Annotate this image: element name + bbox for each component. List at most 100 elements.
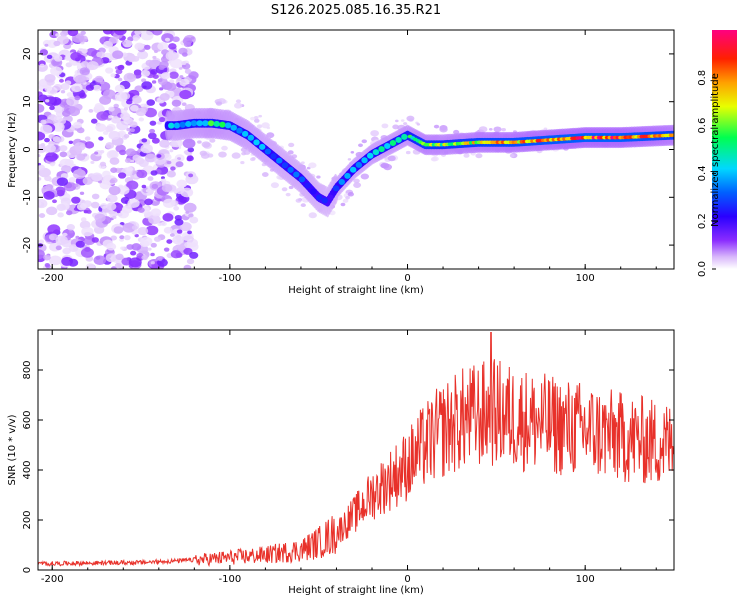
noise-blob (146, 99, 156, 106)
noise-blob (186, 238, 198, 248)
noise-blob (172, 36, 180, 43)
noise-blob (150, 242, 157, 248)
noise-blob (81, 48, 88, 54)
noise-blob (221, 145, 228, 151)
noise-blob (162, 198, 176, 209)
noise-blob (144, 153, 157, 163)
noise-blob (150, 170, 158, 176)
noise-blob (157, 77, 168, 85)
ridge-core (179, 121, 186, 128)
ridge-core (224, 122, 232, 129)
noise-blob (199, 150, 208, 156)
noise-blob (340, 202, 346, 207)
noise-blob (75, 235, 80, 239)
ridge-core (389, 139, 397, 146)
noise-blob (74, 142, 86, 151)
snr-y-axis-label: SNR (10 * v/v) (7, 414, 18, 485)
noise-blob (117, 212, 123, 217)
noise-blob (147, 132, 157, 140)
noise-blob (501, 127, 506, 132)
noise-blob (152, 55, 157, 60)
spectrogram-y-axis-label: Frequency (Hz) (7, 112, 18, 188)
noise-blob (181, 61, 187, 66)
noise-blob (141, 81, 153, 90)
noise-blob (96, 111, 109, 121)
ridge-core (327, 194, 334, 201)
noise-blob (75, 240, 85, 248)
noise-blob (439, 126, 448, 133)
noise-blob (58, 78, 64, 83)
snr-panel: -200 -100 0 100 0 200 400 600 800 Height of str… (7, 329, 675, 596)
noise-blob (153, 50, 158, 54)
ridge-core (349, 166, 357, 173)
noise-blob (141, 78, 147, 83)
ridge-core (264, 148, 272, 155)
noise-blob (166, 170, 176, 178)
noise-blob (110, 235, 117, 241)
noise-blob (308, 162, 317, 169)
noise-blob (353, 178, 360, 184)
noise-blob (91, 172, 103, 182)
noise-blob (163, 247, 170, 252)
noise-blob (55, 235, 68, 245)
noise-blob (188, 213, 194, 218)
noise-blob (157, 41, 169, 51)
noise-blob (169, 149, 174, 153)
noise-blob (126, 166, 134, 172)
noise-blob (64, 80, 72, 86)
noise-blob (38, 144, 47, 154)
noise-blob (123, 72, 137, 83)
noise-blob (150, 261, 155, 265)
noise-blob (88, 108, 94, 113)
noise-blob (175, 187, 185, 195)
noise-blob (256, 124, 263, 129)
noise-blob (179, 89, 192, 100)
noise-blob (416, 123, 421, 126)
noise-blob (138, 117, 145, 122)
ridge-core (310, 188, 317, 195)
noise-blob (100, 203, 108, 209)
noise-blob (147, 247, 152, 251)
spectrogram-ytick-label: -10 (22, 189, 33, 205)
noise-blob (137, 44, 144, 49)
noise-blob (125, 148, 136, 157)
noise-blob (172, 235, 185, 245)
snr-background (38, 330, 674, 570)
ridge-core (247, 134, 255, 141)
noise-blob (179, 78, 190, 87)
noise-blob (218, 151, 227, 158)
noise-blob (112, 215, 117, 220)
ridge-core (241, 130, 249, 137)
noise-blob (130, 250, 137, 256)
noise-blob (38, 249, 45, 260)
noise-blob (60, 90, 66, 94)
snr-ytick-label: 600 (22, 410, 33, 429)
ridge-core (401, 133, 408, 140)
noise-blob (124, 158, 132, 164)
noise-blob (176, 179, 188, 188)
noise-blob (130, 104, 139, 112)
noise-blob (158, 65, 165, 70)
noise-blob (43, 254, 51, 261)
noise-blob (131, 243, 142, 251)
colorbar: 0.0 0.2 0.4 0.6 0.8 Normalized spectral ampl… (697, 30, 737, 277)
ridge-core (298, 176, 306, 183)
noise-blob (261, 122, 270, 129)
noise-blob (150, 68, 158, 75)
snr-xtick-label: 0 (404, 574, 410, 585)
noise-blob (46, 206, 58, 216)
noise-blob (53, 115, 63, 123)
colorbar-tick-label: 0.2 (697, 213, 708, 229)
noise-blob (48, 255, 62, 266)
noise-blob (78, 47, 83, 52)
ridge-core (315, 194, 323, 201)
noise-blob (92, 84, 102, 92)
noise-blob (165, 51, 179, 61)
spectrogram-ytick-label: 0 (22, 146, 33, 152)
noise-blob (387, 155, 396, 162)
noise-blob (261, 172, 269, 177)
ridge-core (258, 143, 266, 150)
noise-blob (173, 206, 180, 211)
noise-blob (83, 210, 88, 214)
noise-blob (201, 141, 211, 148)
